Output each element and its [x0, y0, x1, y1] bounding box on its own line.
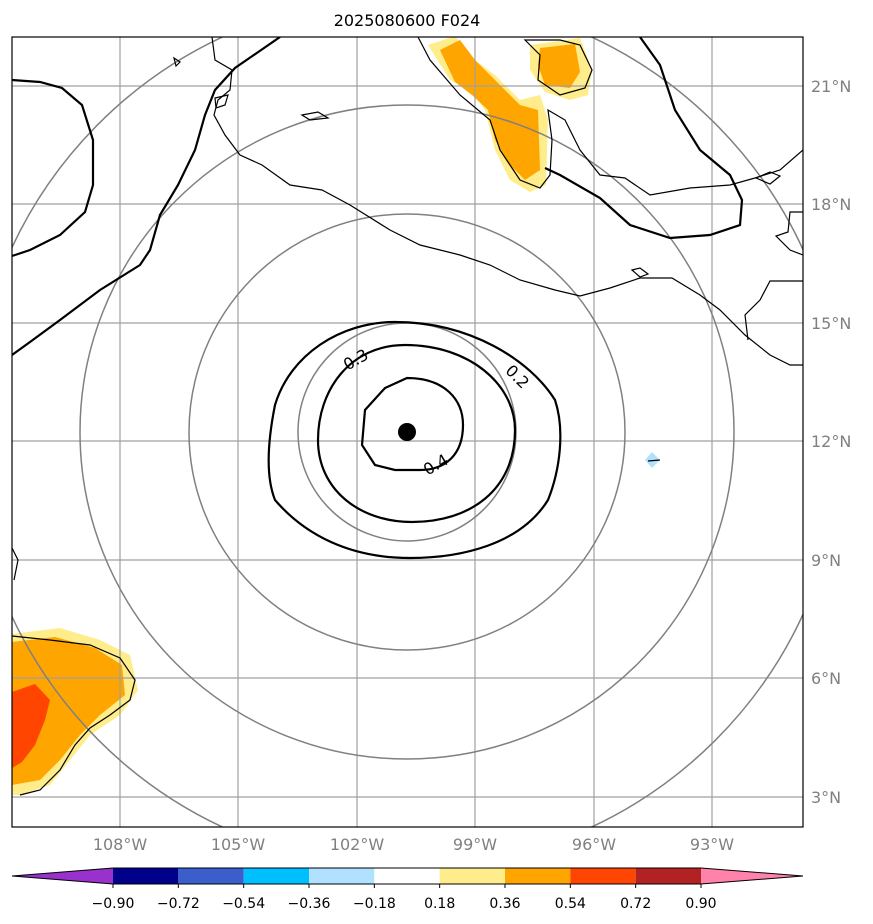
lon-label: 105°W — [211, 835, 266, 854]
lat-label: 15°N — [811, 314, 851, 333]
colorbar-tick-label: 0.36 — [489, 896, 520, 912]
colorbar-tick-label: −0.90 — [92, 896, 135, 912]
contour-label-04: 0.4 — [420, 450, 452, 479]
colorbar-segment — [635, 868, 701, 884]
colorbar-segment — [439, 868, 505, 884]
lon-label: 96°W — [572, 835, 616, 854]
lon-label: 108°W — [93, 835, 148, 854]
colorbar-extend-low — [12, 868, 113, 884]
storm-center-marker — [398, 423, 416, 441]
lat-label: 6°N — [811, 669, 841, 688]
colorbar-segment — [113, 868, 179, 884]
colorbar-tick-label: −0.72 — [157, 896, 200, 912]
lon-label: 93°W — [690, 835, 734, 854]
colorbar-segment — [178, 868, 244, 884]
lon-label: 102°W — [330, 835, 385, 854]
colorbar-segment — [309, 868, 375, 884]
colorbar: −0.90 −0.72 −0.54 −0.36 −0.18 0.18 0.36 0.54 0.7… — [11, 867, 804, 912]
contour-labels: 0.3 0.2 0.4 — [340, 345, 533, 479]
colorbar-segment — [243, 868, 309, 884]
colorbar-tick-label: 0.90 — [685, 896, 716, 912]
colorbar-extend-high — [701, 868, 803, 884]
gridlines — [12, 37, 803, 827]
lon-label: 99°W — [453, 835, 497, 854]
lat-label: 18°N — [811, 195, 851, 214]
lat-label: 21°N — [811, 77, 851, 96]
coastlines — [12, 37, 803, 796]
colorbar-segment — [570, 868, 636, 884]
range-rings — [12, 37, 803, 827]
map-frame — [11, 36, 804, 828]
lon-labels: 108°W 105°W 102°W 99°W 96°W 93°W — [93, 835, 734, 854]
shaded-field-small — [645, 452, 660, 468]
shaded-field-sw — [12, 628, 138, 795]
lat-label: 9°N — [811, 551, 841, 570]
colorbar-tick-label: −0.54 — [222, 896, 265, 912]
contours — [12, 37, 744, 560]
map-title: 2025080600 F024 — [334, 11, 481, 30]
colorbar-tick-label: 0.54 — [555, 896, 586, 912]
lat-labels: 21°N 18°N 15°N 12°N 9°N 6°N 3°N — [811, 77, 851, 807]
shaded-field-ne — [428, 37, 592, 192]
colorbar-tick-label: 0.18 — [424, 896, 455, 912]
colorbar-tick-label: −0.36 — [288, 896, 331, 912]
lat-label: 3°N — [811, 788, 841, 807]
map-area: 0.3 0.2 0.4 — [12, 37, 803, 827]
colorbar-segment — [374, 868, 440, 884]
colorbar-tick-label: 0.72 — [620, 896, 651, 912]
colorbar-tick-label: −0.18 — [353, 896, 396, 912]
lat-label: 12°N — [811, 432, 851, 451]
colorbar-segment — [505, 868, 571, 884]
